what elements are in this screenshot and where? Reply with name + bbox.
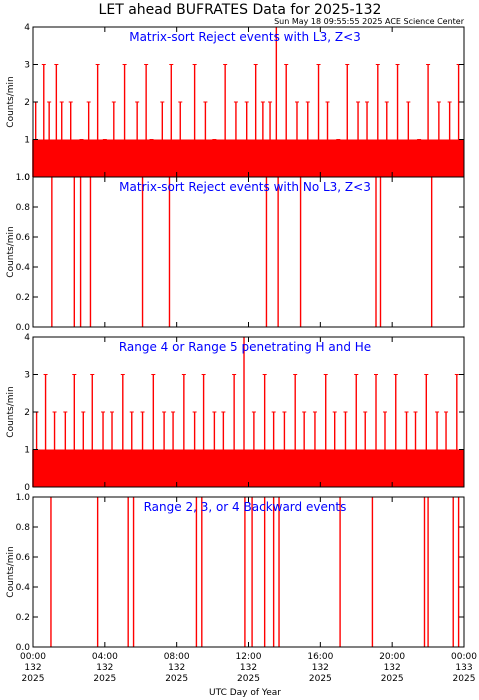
x-tick-label: 20:00: [379, 652, 405, 662]
y-axis-label: Counts/min: [6, 226, 16, 277]
y-tick-label: 1: [24, 136, 30, 146]
y-tick-label: 0: [24, 173, 30, 183]
x-tick-label: 2025: [93, 674, 116, 684]
x-tick-label: 08:00: [164, 652, 190, 662]
y-tick-label: 2: [24, 408, 30, 418]
y-axis-label: Counts/min: [6, 386, 16, 437]
y-tick-label: 0.8: [16, 523, 31, 533]
x-tick-label: 2025: [381, 674, 404, 684]
x-tick-label: 00:00: [20, 652, 46, 662]
chart-timestamp: Sun May 18 09:55:55 2025 ACE Science Cen…: [274, 17, 465, 26]
panel-frame: [32, 176, 465, 328]
panel-range-2-3-4-backward: 0.0 0.2 0.4 0.6 0.8 1.0 Counts/min Range 2, 3, …: [6, 493, 465, 653]
panel-range-4-5-penetrating: 0 1 2 3 4 Counts/min Range 4 or Range 5 penetr…: [6, 333, 465, 493]
x-axis-label: UTC Day of Year: [209, 688, 281, 698]
y-tick-label: 0.6: [16, 233, 31, 243]
y-tick-label: 0.0: [16, 323, 31, 333]
y-tick-label: 4: [24, 23, 30, 33]
panel-annotation: Range 4 or Range 5 penetrating H and He: [119, 340, 371, 354]
y-tick-label: 0.4: [16, 583, 31, 593]
y-tick-label: 0.8: [16, 203, 31, 213]
panel-annotation: Matrix-sort Reject events with L3, Z<3: [129, 30, 361, 44]
y-tick-label: 0.2: [16, 293, 30, 303]
x-tick-label: 132: [96, 663, 113, 673]
y-tick-label: 1: [24, 446, 30, 456]
panel-annotation: Range 2, 3, or 4 Backward events: [144, 500, 347, 514]
y-axis-label: Counts/min: [6, 76, 16, 127]
x-tick-label: 12:00: [236, 652, 262, 662]
x-tick-label: 132: [384, 663, 401, 673]
x-tick-label: 2025: [453, 674, 476, 684]
y-tick-label: 0.4: [16, 263, 31, 273]
chart-title: LET ahead BUFRATES Data for 2025-132: [99, 2, 382, 18]
x-tick-label: 133: [455, 663, 472, 673]
x-tick-label: 00:00: [451, 652, 477, 662]
x-tick-label: 2025: [237, 674, 260, 684]
x-tick-label: 04:00: [92, 652, 118, 662]
y-tick-label: 0: [24, 483, 30, 493]
x-tick-label: 132: [24, 663, 41, 673]
y-tick-label: 0.6: [16, 553, 31, 563]
panel-matrix-sort-reject-no-l3: 0.0 0.2 0.4 0.6 0.8 1.0 Counts/min Matrix-sort …: [6, 173, 465, 333]
y-tick-label: 0.2: [16, 613, 30, 623]
y-tick-label: 0.0: [16, 643, 31, 653]
y-tick-label: 1.0: [16, 493, 31, 503]
y-tick-label: 3: [24, 371, 30, 381]
x-tick-label: 132: [240, 663, 257, 673]
y-tick-label: 4: [24, 333, 30, 343]
panel-annotation: Matrix-sort Reject events with No L3, Z<…: [119, 180, 371, 194]
y-axis-label: Counts/min: [6, 546, 16, 597]
x-tick-label: 2025: [165, 674, 188, 684]
y-tick-label: 1.0: [16, 173, 31, 183]
x-tick-label: 132: [168, 663, 185, 673]
y-tick-label: 3: [24, 61, 30, 71]
x-tick-label: 2025: [309, 674, 332, 684]
x-tick-label: 16:00: [307, 652, 333, 662]
x-tick-label: 2025: [22, 674, 45, 684]
x-tick-label: 132: [312, 663, 329, 673]
y-tick-label: 2: [24, 98, 30, 108]
panel-matrix-sort-reject-l3: 0 1 2 3 4 Counts/min Matrix-sort Reject events…: [6, 23, 465, 183]
